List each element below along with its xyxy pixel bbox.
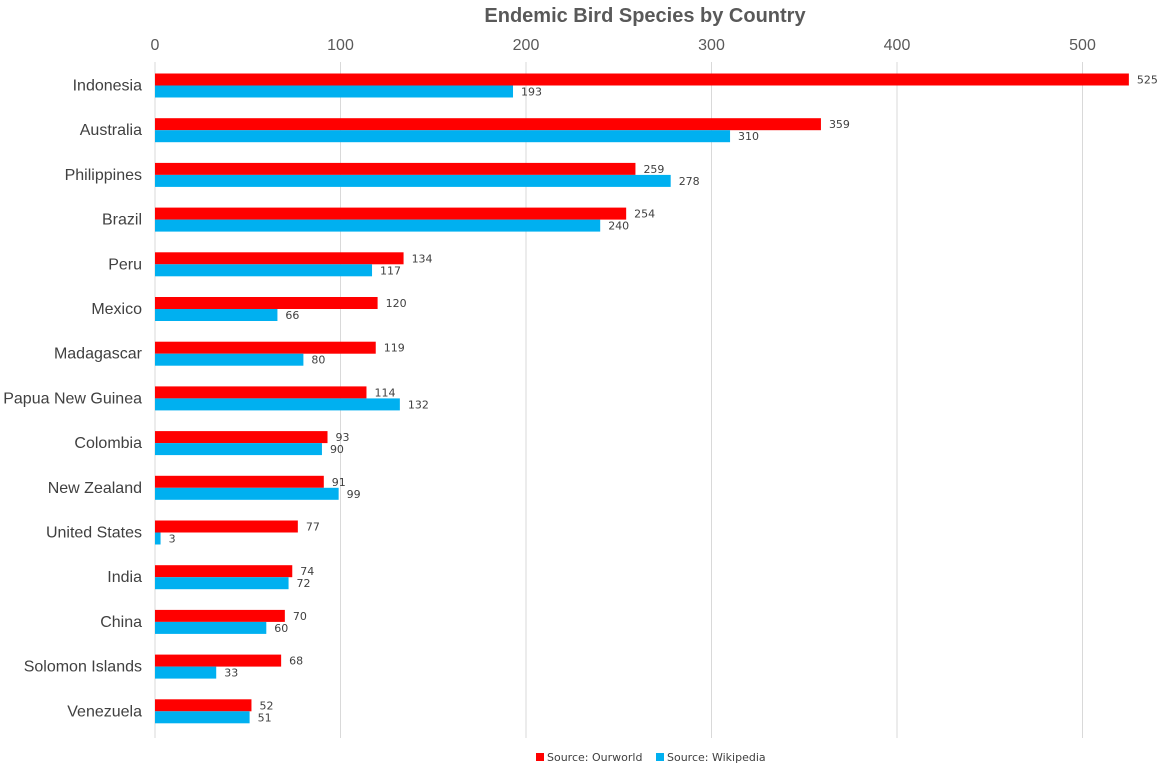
x-tick-label: 200	[513, 37, 540, 54]
data-label-wikipedia: 117	[380, 264, 401, 277]
category-label: Philippines	[65, 167, 142, 184]
data-label-ourworld: 119	[384, 342, 405, 355]
bar-ourworld	[155, 431, 328, 444]
category-label: Madagascar	[54, 346, 143, 363]
data-label-wikipedia: 60	[274, 622, 288, 635]
bar-wikipedia	[155, 443, 322, 456]
data-label-wikipedia: 51	[258, 711, 272, 724]
data-label-ourworld: 134	[412, 252, 433, 265]
bar-wikipedia	[155, 487, 339, 500]
data-label-ourworld: 74	[300, 565, 314, 578]
bar-ourworld	[155, 475, 324, 488]
bar-wikipedia	[155, 711, 250, 724]
data-label-ourworld: 70	[293, 610, 307, 623]
category-label: India	[107, 569, 142, 586]
data-label-ourworld: 259	[643, 163, 664, 176]
bar-ourworld	[155, 162, 636, 175]
bar-wikipedia	[155, 577, 289, 590]
category-label: Papua New Guinea	[3, 390, 142, 407]
legend-label-wikipedia: Source: Wikipedia	[667, 751, 766, 764]
bar-ourworld	[155, 297, 378, 309]
data-label-ourworld: 359	[829, 118, 850, 131]
bar-wikipedia	[155, 353, 304, 366]
category-label: Australia	[80, 122, 142, 139]
data-label-ourworld: 77	[306, 521, 320, 534]
data-label-wikipedia: 90	[330, 443, 344, 456]
bar-ourworld	[155, 609, 285, 622]
bars	[155, 73, 1129, 724]
bar-ourworld	[155, 386, 367, 399]
bar-wikipedia	[155, 264, 373, 277]
bar-wikipedia	[155, 130, 731, 143]
legend-label-ourworld: Source: Ourworld	[547, 751, 642, 764]
legend: Source: Ourworld Source: Wikipedia	[536, 751, 766, 764]
bar-ourworld	[155, 520, 298, 533]
data-label-wikipedia: 80	[311, 354, 325, 367]
bar-wikipedia	[155, 666, 217, 679]
category-label: Venezuela	[67, 703, 142, 720]
legend-swatch-ourworld	[536, 753, 544, 761]
bar-wikipedia	[155, 85, 514, 98]
data-label-ourworld: 93	[336, 431, 350, 444]
data-label-ourworld: 91	[332, 476, 346, 489]
category-label: Peru	[108, 256, 142, 273]
data-label-wikipedia: 3	[169, 533, 176, 546]
bar-ourworld	[155, 252, 404, 265]
category-label: Indonesia	[73, 78, 142, 95]
bar-ourworld	[155, 341, 376, 354]
data-label-ourworld: 68	[289, 655, 303, 668]
chart-title: Endemic Bird Species by Country	[484, 5, 806, 27]
category-label: Brazil	[102, 212, 142, 229]
data-label-ourworld: 120	[386, 297, 407, 310]
data-labels: 5251933593102592782542401341171206611980…	[169, 74, 1158, 725]
bar-ourworld	[155, 207, 627, 220]
data-label-wikipedia: 240	[608, 220, 629, 233]
bar-wikipedia	[155, 532, 161, 545]
data-label-wikipedia: 33	[224, 667, 238, 680]
category-label: Colombia	[74, 435, 142, 452]
x-axis-ticks: 0 100 200 300 400 500	[151, 37, 1096, 54]
legend-swatch-wikipedia	[656, 753, 664, 761]
bar-wikipedia	[155, 398, 400, 411]
category-label: United States	[46, 525, 142, 542]
category-label: Solomon Islands	[24, 659, 142, 676]
bar-ourworld	[155, 654, 282, 667]
bar-ourworld	[155, 73, 1129, 86]
data-label-wikipedia: 99	[347, 488, 361, 501]
bar-ourworld	[155, 699, 252, 712]
data-label-ourworld: 114	[374, 386, 395, 399]
bar-wikipedia	[155, 219, 601, 232]
x-tick-label: 500	[1069, 37, 1096, 54]
data-label-ourworld: 254	[634, 208, 655, 221]
data-label-wikipedia: 310	[738, 130, 759, 143]
category-label: New Zealand	[48, 480, 142, 497]
category-label: China	[100, 614, 142, 631]
bar-wikipedia	[155, 309, 278, 321]
category-label: Mexico	[91, 301, 142, 318]
bar-ourworld	[155, 118, 821, 131]
data-label-ourworld: 52	[259, 699, 273, 712]
bar-wikipedia	[155, 174, 671, 187]
x-tick-label: 300	[698, 37, 725, 54]
bar-wikipedia	[155, 621, 267, 634]
data-label-wikipedia: 193	[521, 86, 542, 99]
data-label-wikipedia: 132	[408, 398, 429, 411]
data-label-ourworld: 525	[1137, 74, 1158, 87]
data-label-wikipedia: 66	[285, 309, 299, 322]
x-tick-label: 0	[151, 37, 160, 54]
data-label-wikipedia: 72	[297, 577, 311, 590]
x-tick-label: 400	[884, 37, 911, 54]
x-tick-label: 100	[327, 37, 354, 54]
bar-ourworld	[155, 565, 293, 578]
category-labels: Indonesia Australia Philippines Brazil Peru M…	[3, 78, 142, 721]
data-label-wikipedia: 278	[679, 175, 700, 188]
